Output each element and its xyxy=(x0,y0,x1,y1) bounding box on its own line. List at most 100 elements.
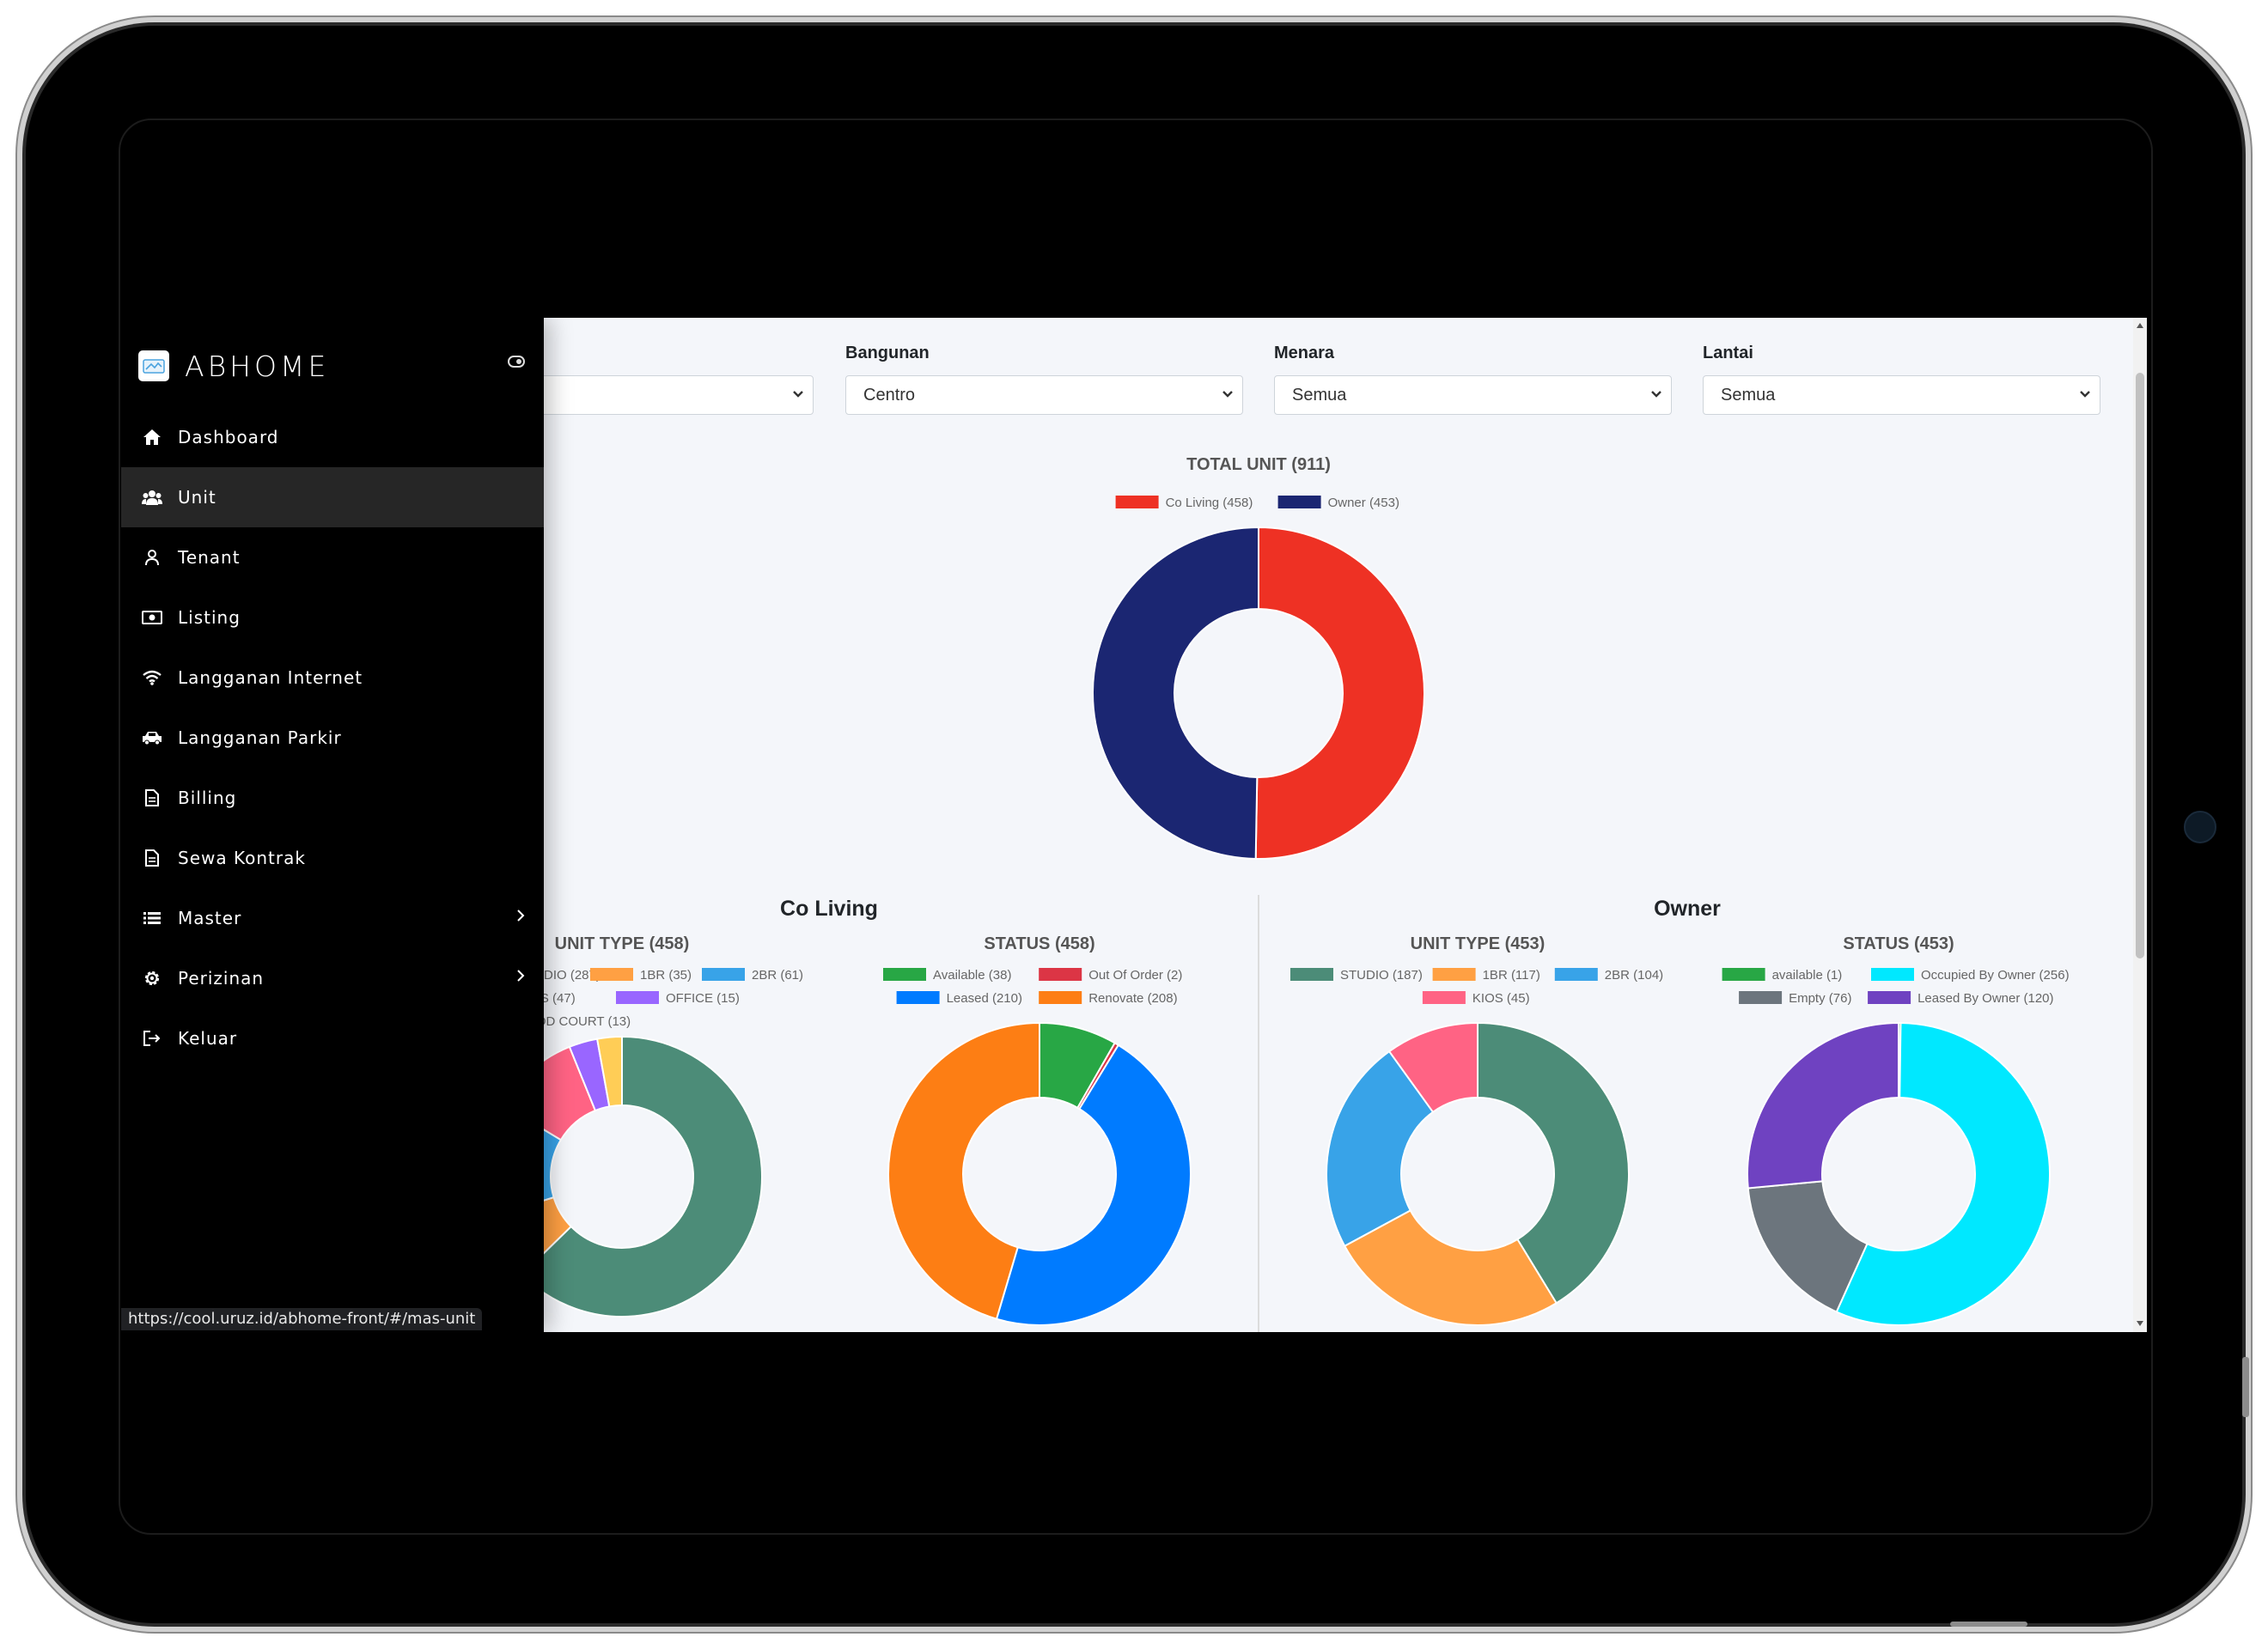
legend-swatch xyxy=(1115,496,1159,508)
donut-slice xyxy=(1747,1021,1899,1190)
chevron-down-icon xyxy=(793,391,803,398)
users-icon xyxy=(140,489,164,506)
legend-swatch xyxy=(883,968,926,981)
legend-label: Empty (76) xyxy=(1789,991,1851,1006)
section-title-co-living: Co Living xyxy=(780,897,878,921)
legend-label: Leased (210) xyxy=(947,991,1022,1006)
sidebar-item-label: Langganan Parkir xyxy=(178,727,342,748)
donut-slice xyxy=(1254,526,1425,860)
section-title-owner: Owner xyxy=(1654,897,1721,921)
chart-title: TOTAL UNIT (911) xyxy=(1186,455,1331,474)
legend-label: Out Of Order (2) xyxy=(1088,968,1182,983)
sidebar-item-perizinan[interactable]: Perizinan xyxy=(121,948,544,1008)
chart-title: UNIT TYPE (458) xyxy=(555,934,690,953)
chevron-down-icon xyxy=(1651,391,1661,398)
sidebar-item-dashboard[interactable]: Dashboard xyxy=(121,407,544,467)
sidebar-item-sewa-kontrak[interactable]: Sewa Kontrak xyxy=(121,828,544,888)
sidebar-item-label: Master xyxy=(178,908,242,928)
sidebar-item-label: Dashboard xyxy=(178,427,279,447)
legend-label: Renovate (208) xyxy=(1088,991,1177,1006)
sidebar-nav: Dashboard Unit Tenant Listing Langganan … xyxy=(121,407,544,1068)
legend-label: Available (38) xyxy=(933,968,1011,983)
sidebar-item-label: Langganan Internet xyxy=(178,667,363,688)
chart-title: UNIT TYPE (453) xyxy=(1411,934,1546,953)
legend-label: available (1) xyxy=(1772,968,1843,983)
legend-swatch xyxy=(1432,968,1476,981)
filter-lantai-value: Semua xyxy=(1721,386,1776,405)
legend-swatch xyxy=(1039,991,1082,1004)
sidebar-item-master[interactable]: Master xyxy=(121,888,544,948)
logout-icon xyxy=(140,1030,164,1047)
legend-label: Co Living (458) xyxy=(1166,496,1253,510)
legend-swatch xyxy=(702,968,745,981)
home-icon xyxy=(140,429,164,446)
money-icon xyxy=(140,610,164,625)
legend-label: Occupied By Owner (256) xyxy=(1921,968,2070,983)
sidebar-item-listing[interactable]: Listing xyxy=(121,587,544,648)
sidebar-item-langganan-internet[interactable]: Langganan Internet xyxy=(121,648,544,708)
legend-label: 2BR (104) xyxy=(1605,968,1663,983)
scroll-down-arrow-icon[interactable] xyxy=(2137,1321,2143,1326)
legend-swatch xyxy=(616,991,659,1004)
brand-name: ABHOME xyxy=(185,349,330,383)
sidebar: ABHOME Dashboard Unit Tenant Listing xyxy=(121,318,544,1332)
sidebar-item-label: Billing xyxy=(178,788,237,808)
list-icon xyxy=(140,910,164,926)
donut-slice xyxy=(995,1044,1192,1326)
donut-slice xyxy=(1747,1180,1869,1313)
legend-swatch xyxy=(1277,496,1321,508)
legend-label: FOOD COURT (13) xyxy=(518,1014,631,1029)
donut-slice xyxy=(887,1021,1040,1320)
filter-menara-value: Semua xyxy=(1292,386,1347,405)
scrollbar-thumb[interactable] xyxy=(2136,373,2144,958)
chevron-down-icon xyxy=(1222,391,1233,398)
legend-swatch xyxy=(1290,968,1333,981)
legend-swatch xyxy=(1868,991,1911,1004)
sidebar-item-unit[interactable]: Unit xyxy=(121,467,544,527)
legend-label: KIOS (45) xyxy=(1472,991,1530,1006)
donut-slice xyxy=(1343,1208,1558,1326)
sidebar-item-label: Tenant xyxy=(178,547,241,568)
filter-bangunan-value: Centro xyxy=(863,386,916,405)
camera-icon xyxy=(2184,811,2216,843)
user-icon xyxy=(140,549,164,566)
chart-title: STATUS (453) xyxy=(1843,934,1954,953)
sidebar-item-label: Sewa Kontrak xyxy=(178,848,306,868)
donut-slice xyxy=(595,1035,623,1108)
filter-first-select[interactable] xyxy=(533,375,814,415)
legend-swatch xyxy=(590,968,633,981)
donut-slice xyxy=(521,1035,763,1317)
legend-swatch xyxy=(1554,968,1598,981)
sidebar-item-tenant[interactable]: Tenant xyxy=(121,527,544,587)
legend-label: Leased By Owner (120) xyxy=(1917,991,2053,1006)
legend-label: 2BR (61) xyxy=(752,968,803,983)
car-icon xyxy=(140,730,164,745)
legend-label: Owner (453) xyxy=(1328,496,1399,510)
brand-logo-icon xyxy=(138,350,169,381)
donut-slice xyxy=(1477,1021,1630,1305)
sidebar-item-langganan-parkir[interactable]: Langganan Parkir xyxy=(121,708,544,768)
filter-menara-select[interactable]: Semua xyxy=(1274,375,1672,415)
filter-menara-label: Menara xyxy=(1274,344,1335,362)
page-scrollbar[interactable] xyxy=(2133,318,2147,1332)
chevron-right-icon xyxy=(517,970,525,982)
sidebar-item-billing[interactable]: Billing xyxy=(121,768,544,828)
filter-bangunan-select[interactable]: Centro xyxy=(845,375,1243,415)
donut-slice xyxy=(1387,1021,1478,1114)
legend-swatch xyxy=(896,991,940,1004)
donut-slice xyxy=(1092,526,1259,860)
legend-swatch xyxy=(1739,991,1783,1004)
scroll-up-arrow-icon[interactable] xyxy=(2137,323,2143,328)
sidebar-item-keluar[interactable]: Keluar xyxy=(121,1008,544,1068)
document-icon xyxy=(140,849,164,867)
sidebar-toggle-icon[interactable] xyxy=(508,356,525,368)
sidebar-item-label: Perizinan xyxy=(178,968,265,989)
filter-lantai-select[interactable]: Semua xyxy=(1703,375,2100,415)
brand[interactable]: ABHOME xyxy=(138,347,329,385)
sidebar-item-label: Keluar xyxy=(178,1028,238,1049)
sidebar-item-label: Unit xyxy=(178,487,216,508)
legend-label: STUDIO (187) xyxy=(1340,968,1423,983)
legend-label: 1BR (35) xyxy=(640,968,692,983)
tablet-side-button xyxy=(2242,1357,2249,1417)
legend-swatch xyxy=(1722,968,1765,981)
